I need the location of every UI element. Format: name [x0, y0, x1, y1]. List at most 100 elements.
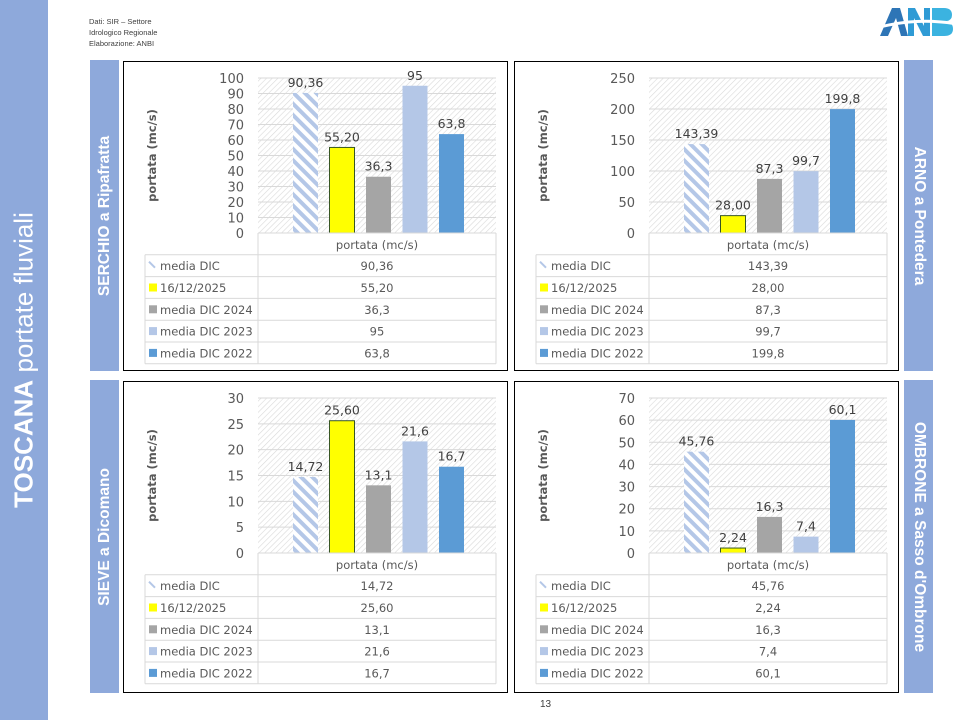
sidebar: TOSCANA portate fluviali: [0, 0, 48, 720]
data-label: 90,36: [288, 75, 324, 90]
data-label: 55,20: [324, 129, 360, 144]
logo-wave: [878, 19, 954, 29]
y-tick-label: 0: [236, 227, 244, 242]
y-tick-label: 5: [236, 521, 244, 536]
bar-media-dic: [293, 476, 318, 553]
legend-key: [149, 647, 157, 656]
y-tick-label: 0: [627, 227, 635, 242]
table-value: 36,3: [364, 303, 390, 317]
legend-label: media DIC: [160, 259, 220, 273]
legend-label: media DIC 2024: [160, 303, 253, 317]
legend-key: [540, 625, 548, 634]
y-tick-label: 30: [618, 481, 635, 496]
y-tick-label: 20: [227, 444, 244, 459]
y-tick-label: 0: [627, 547, 635, 562]
legend-key: [540, 647, 548, 656]
data-label: 36,3: [365, 159, 393, 174]
y-tick-label: 20: [227, 196, 244, 211]
bar-media-dic-2023: [793, 171, 819, 233]
bar-media-dic-2024: [757, 178, 782, 233]
legend-label: media DIC 2023: [551, 645, 644, 659]
table-header: portata (mc/s): [336, 238, 418, 252]
y-axis-label: portata (mc/s): [145, 429, 159, 522]
y-tick-label: 90: [227, 88, 244, 103]
chart-arno: 0 50 100 150 200 250 portata (mc/s) 143,39 28,00…: [514, 61, 899, 371]
bar-media-dic-2022: [439, 134, 464, 233]
bar-media-dic-2023: [402, 441, 428, 553]
data-label: 87,3: [756, 161, 784, 176]
y-tick-label: 250: [610, 72, 635, 87]
legend-key: [540, 348, 548, 357]
data-label: 7,4: [796, 519, 816, 534]
y-tick-label: 70: [618, 392, 635, 407]
legend-label: media DIC: [551, 259, 611, 273]
y-tick-label: 60: [227, 134, 244, 149]
page-title: TOSCANA portate fluviali: [9, 212, 40, 508]
table-header: portata (mc/s): [336, 558, 418, 572]
legend-label: 16/12/2025: [160, 281, 226, 295]
station-band-ombrone: OMBRONE a Sasso d'Ombrone: [904, 380, 933, 693]
legend-key-hatched: [539, 580, 547, 589]
table-value: 55,20: [361, 281, 394, 295]
bar-16-12-2025: [329, 420, 355, 554]
legend-key-hatched: [539, 260, 547, 269]
table-value: 95: [370, 325, 385, 339]
data-label: 28,00: [715, 198, 751, 213]
table-header: portata (mc/s): [727, 558, 809, 572]
station-label: SERCHIO a Ripafratta: [95, 135, 113, 296]
y-tick-label: 10: [227, 495, 244, 510]
table-value: 7,4: [759, 645, 777, 659]
bar-16-12-2025: [329, 146, 355, 234]
y-tick-label: 15: [227, 470, 244, 485]
legend-label: media DIC 2024: [551, 303, 644, 317]
bar-media-dic-2024: [366, 485, 391, 553]
legend-key: [149, 327, 157, 336]
bar-media-dic: [293, 92, 318, 233]
y-tick-label: 40: [618, 458, 635, 473]
legend-label: 16/12/2025: [551, 281, 617, 295]
bar-media-dic-2024: [366, 176, 391, 233]
table-value: 90,36: [361, 259, 394, 273]
data-label: 16,3: [756, 499, 784, 514]
bar-16-12-2025: [720, 215, 746, 234]
y-tick-label: 10: [618, 525, 635, 540]
legend-label: media DIC 2024: [160, 623, 253, 637]
table-value: 13,1: [364, 623, 390, 637]
legend-label: 16/12/2025: [551, 601, 617, 615]
anbi-logo: [878, 8, 954, 36]
bar-media-dic: [684, 144, 709, 233]
legend-key-hatched: [148, 260, 156, 269]
table-value: 87,3: [755, 303, 781, 317]
legend-key: [149, 283, 157, 292]
bar-media-dic-2022: [830, 419, 855, 553]
y-tick-label: 10: [227, 212, 244, 227]
data-label: 143,39: [675, 126, 719, 141]
legend-label: media DIC 2022: [160, 346, 253, 360]
y-tick-label: 50: [227, 150, 244, 165]
y-axis-label: portata (mc/s): [536, 429, 550, 522]
table-value: 199,8: [752, 346, 785, 360]
bar-media-dic-2022: [830, 109, 855, 233]
y-tick-label: 50: [618, 436, 635, 451]
legend-label: 16/12/2025: [160, 601, 226, 615]
data-label: 13,1: [365, 467, 393, 482]
table-value: 28,00: [752, 281, 785, 295]
page-title-region: TOSCANA: [8, 379, 39, 508]
data-label: 63,8: [438, 116, 466, 131]
legend-key: [540, 327, 548, 336]
logo-letter-a: [880, 8, 908, 36]
legend-key: [149, 668, 157, 677]
source-line: Dati: SIR – Settore: [89, 17, 152, 26]
data-label: 2,24: [719, 530, 747, 545]
station-band-sieve: SIEVE a Dicomano: [90, 380, 119, 693]
page-number: 13: [540, 699, 552, 710]
y-tick-label: 200: [610, 103, 635, 118]
data-label: 16,7: [438, 449, 466, 464]
legend-label: media DIC: [160, 579, 220, 593]
data-label: 45,76: [679, 434, 715, 449]
legend-key: [540, 283, 548, 292]
data-label: 14,72: [288, 459, 324, 474]
legend-label: media DIC 2022: [160, 666, 253, 680]
y-tick-label: 30: [227, 392, 244, 407]
